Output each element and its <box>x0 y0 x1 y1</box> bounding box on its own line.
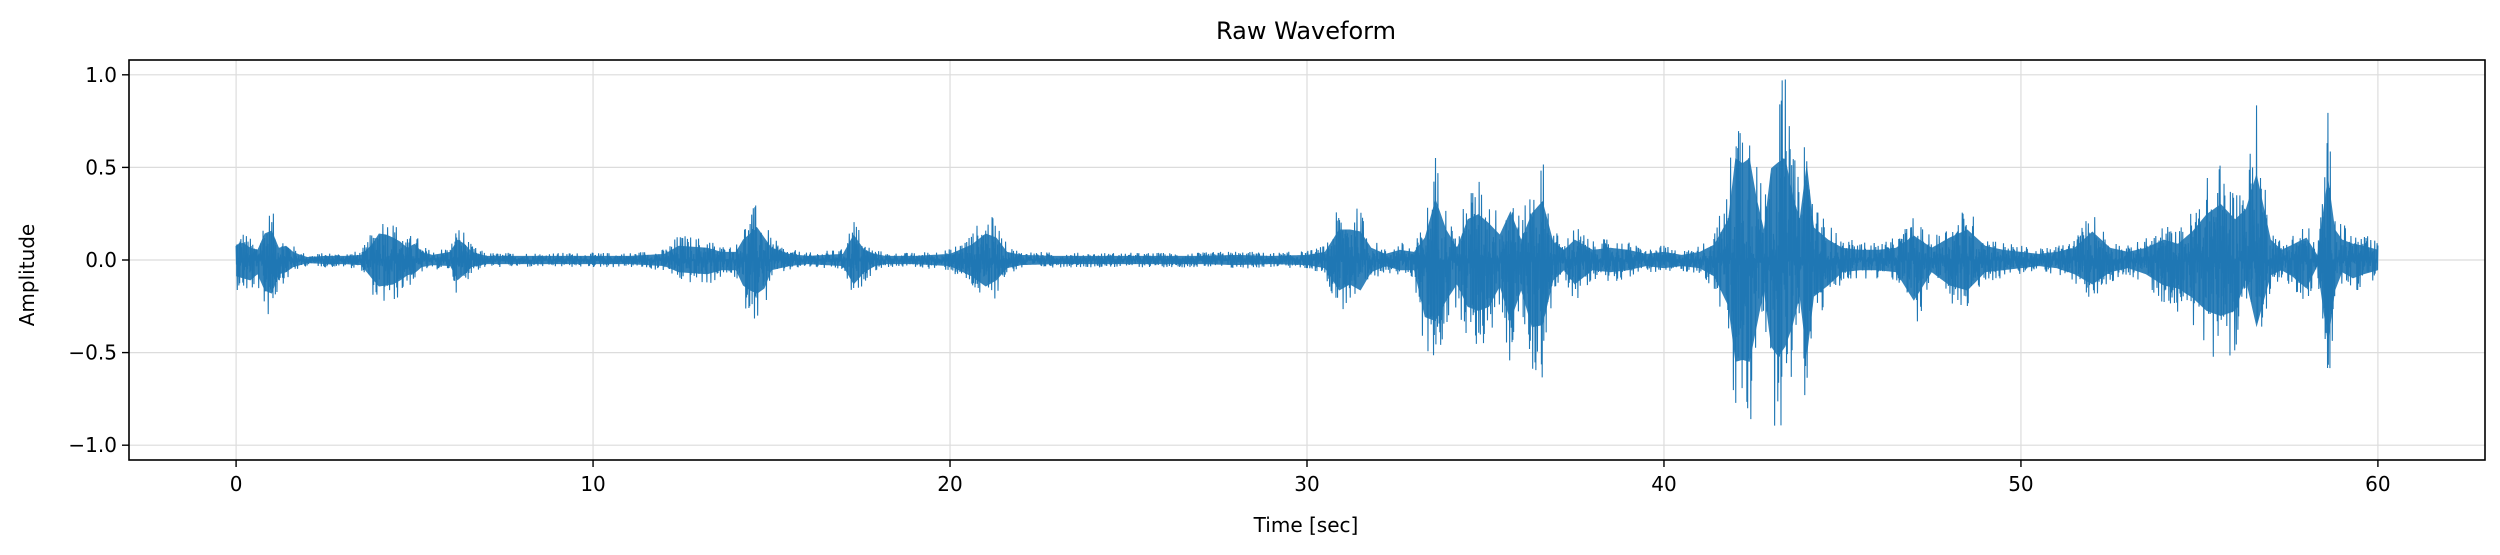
y-tick-label: 0.5 <box>85 155 117 179</box>
x-tick-label: 0 <box>230 472 243 496</box>
chart-title: Raw Waveform <box>1216 17 1396 45</box>
y-tick-label: 0.0 <box>85 248 117 272</box>
x-tick-label: 50 <box>2008 472 2033 496</box>
y-tick-label: −0.5 <box>68 341 117 365</box>
x-tick-label: 40 <box>1651 472 1676 496</box>
x-tick-label: 30 <box>1294 472 1319 496</box>
x-axis-ticks: 0 10 20 30 40 50 60 <box>230 460 2391 496</box>
y-tick-label: 1.0 <box>85 63 117 87</box>
plot-area <box>235 79 2379 426</box>
x-tick-label: 10 <box>580 472 605 496</box>
waveform-line <box>235 79 2379 426</box>
y-axis-ticks: −1.0 −0.5 0.0 0.5 1.0 <box>68 63 129 457</box>
x-axis-label: Time [sec] <box>1253 513 1359 537</box>
x-tick-label: 60 <box>2365 472 2390 496</box>
y-tick-label: −1.0 <box>68 433 117 457</box>
y-axis-label: Amplitude <box>15 224 39 327</box>
x-tick-label: 20 <box>937 472 962 496</box>
